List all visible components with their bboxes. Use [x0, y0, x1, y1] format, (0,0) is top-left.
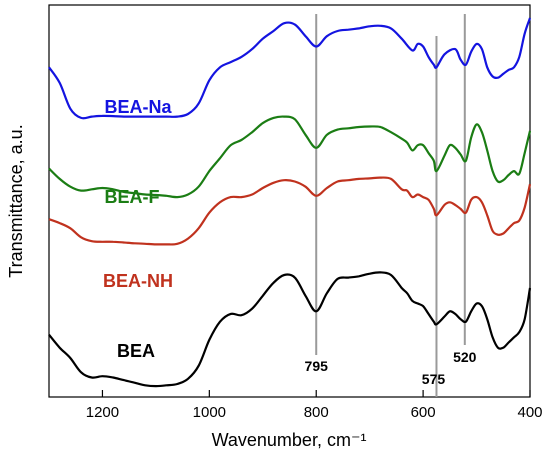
x-tick-label-1000: 1000 [193, 404, 226, 421]
series-label-bea-na: BEA-Na [104, 97, 172, 117]
series-label-bea-f: BEA-F [105, 187, 160, 207]
series-line-bea-na [48, 17, 532, 120]
plot-frame [48, 4, 531, 398]
x-tick-label-1200: 1200 [86, 404, 119, 421]
series-labels: BEA-Na BEA-F BEA-NH BEA [103, 97, 173, 361]
series-line-bea-nh [48, 176, 532, 246]
x-tick-label-400: 400 [517, 404, 542, 421]
series-line-bea-f [48, 115, 532, 199]
y-axis-title: Transmittance, a.u. [6, 124, 26, 277]
x-axis-title: Wavenumber, cm⁻¹ [212, 430, 367, 450]
x-axis-ticks: 1200 1000 800 600 400 [86, 390, 543, 421]
x-tick-label-600: 600 [411, 404, 436, 421]
series-line-bea [48, 271, 532, 388]
series-label-bea: BEA [117, 341, 155, 361]
marker-lines: 795 575 520 [305, 14, 477, 397]
marker-label-575: 575 [422, 371, 446, 387]
series-lines [48, 17, 532, 388]
marker-label-795: 795 [305, 358, 329, 374]
series-label-bea-nh: BEA-NH [103, 271, 173, 291]
marker-label-520: 520 [453, 349, 477, 365]
x-tick-label-800: 800 [304, 404, 329, 421]
